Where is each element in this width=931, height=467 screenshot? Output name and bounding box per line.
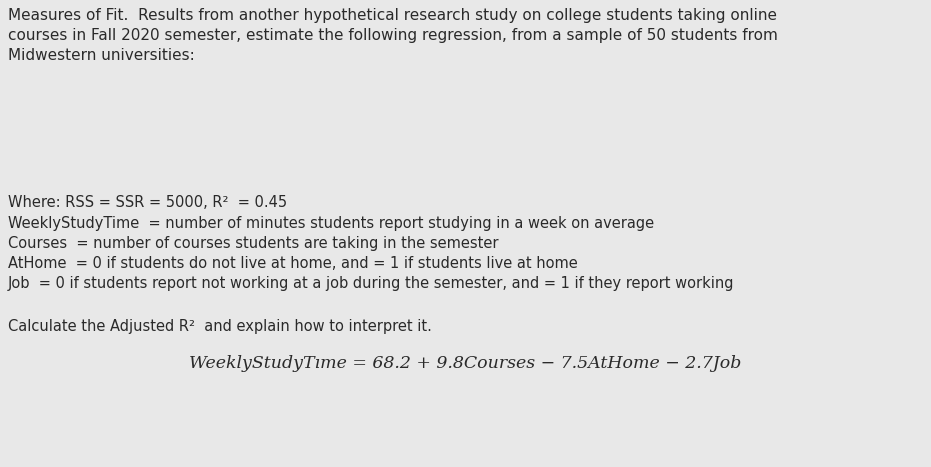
Text: courses in Fall 2020 semester, estimate the following regression, from a sample : courses in Fall 2020 semester, estimate … [8,28,778,43]
Text: Job  = 0 if students report not working at a job during the semester, and = 1 if: Job = 0 if students report not working a… [8,276,735,291]
Text: AtHome  = 0 if students do not live at home, and = 1 if students live at home: AtHome = 0 if students do not live at ho… [8,256,578,271]
Text: Calculate the Adjusted R²  and explain how to interpret it.: Calculate the Adjusted R² and explain ho… [8,319,432,334]
Text: Where: RSS = SSR = 5000, R²  = 0.45: Where: RSS = SSR = 5000, R² = 0.45 [8,195,287,210]
Text: WeeklyStudyTime  = number of minutes students report studying in a week on avera: WeeklyStudyTime = number of minutes stud… [8,216,654,231]
Text: Midwestern universities:: Midwestern universities: [8,48,195,63]
Text: Courses  = number of courses students are taking in the semester: Courses = number of courses students are… [8,236,498,251]
Text: WeeklyStudyTıme = 68.2 + 9.8Courses − 7.5AtHome − 2.7Job: WeeklyStudyTıme = 68.2 + 9.8Courses − 7.… [189,355,742,372]
Text: Measures of Fit.  Results from another hypothetical research study on college st: Measures of Fit. Results from another hy… [8,8,777,23]
